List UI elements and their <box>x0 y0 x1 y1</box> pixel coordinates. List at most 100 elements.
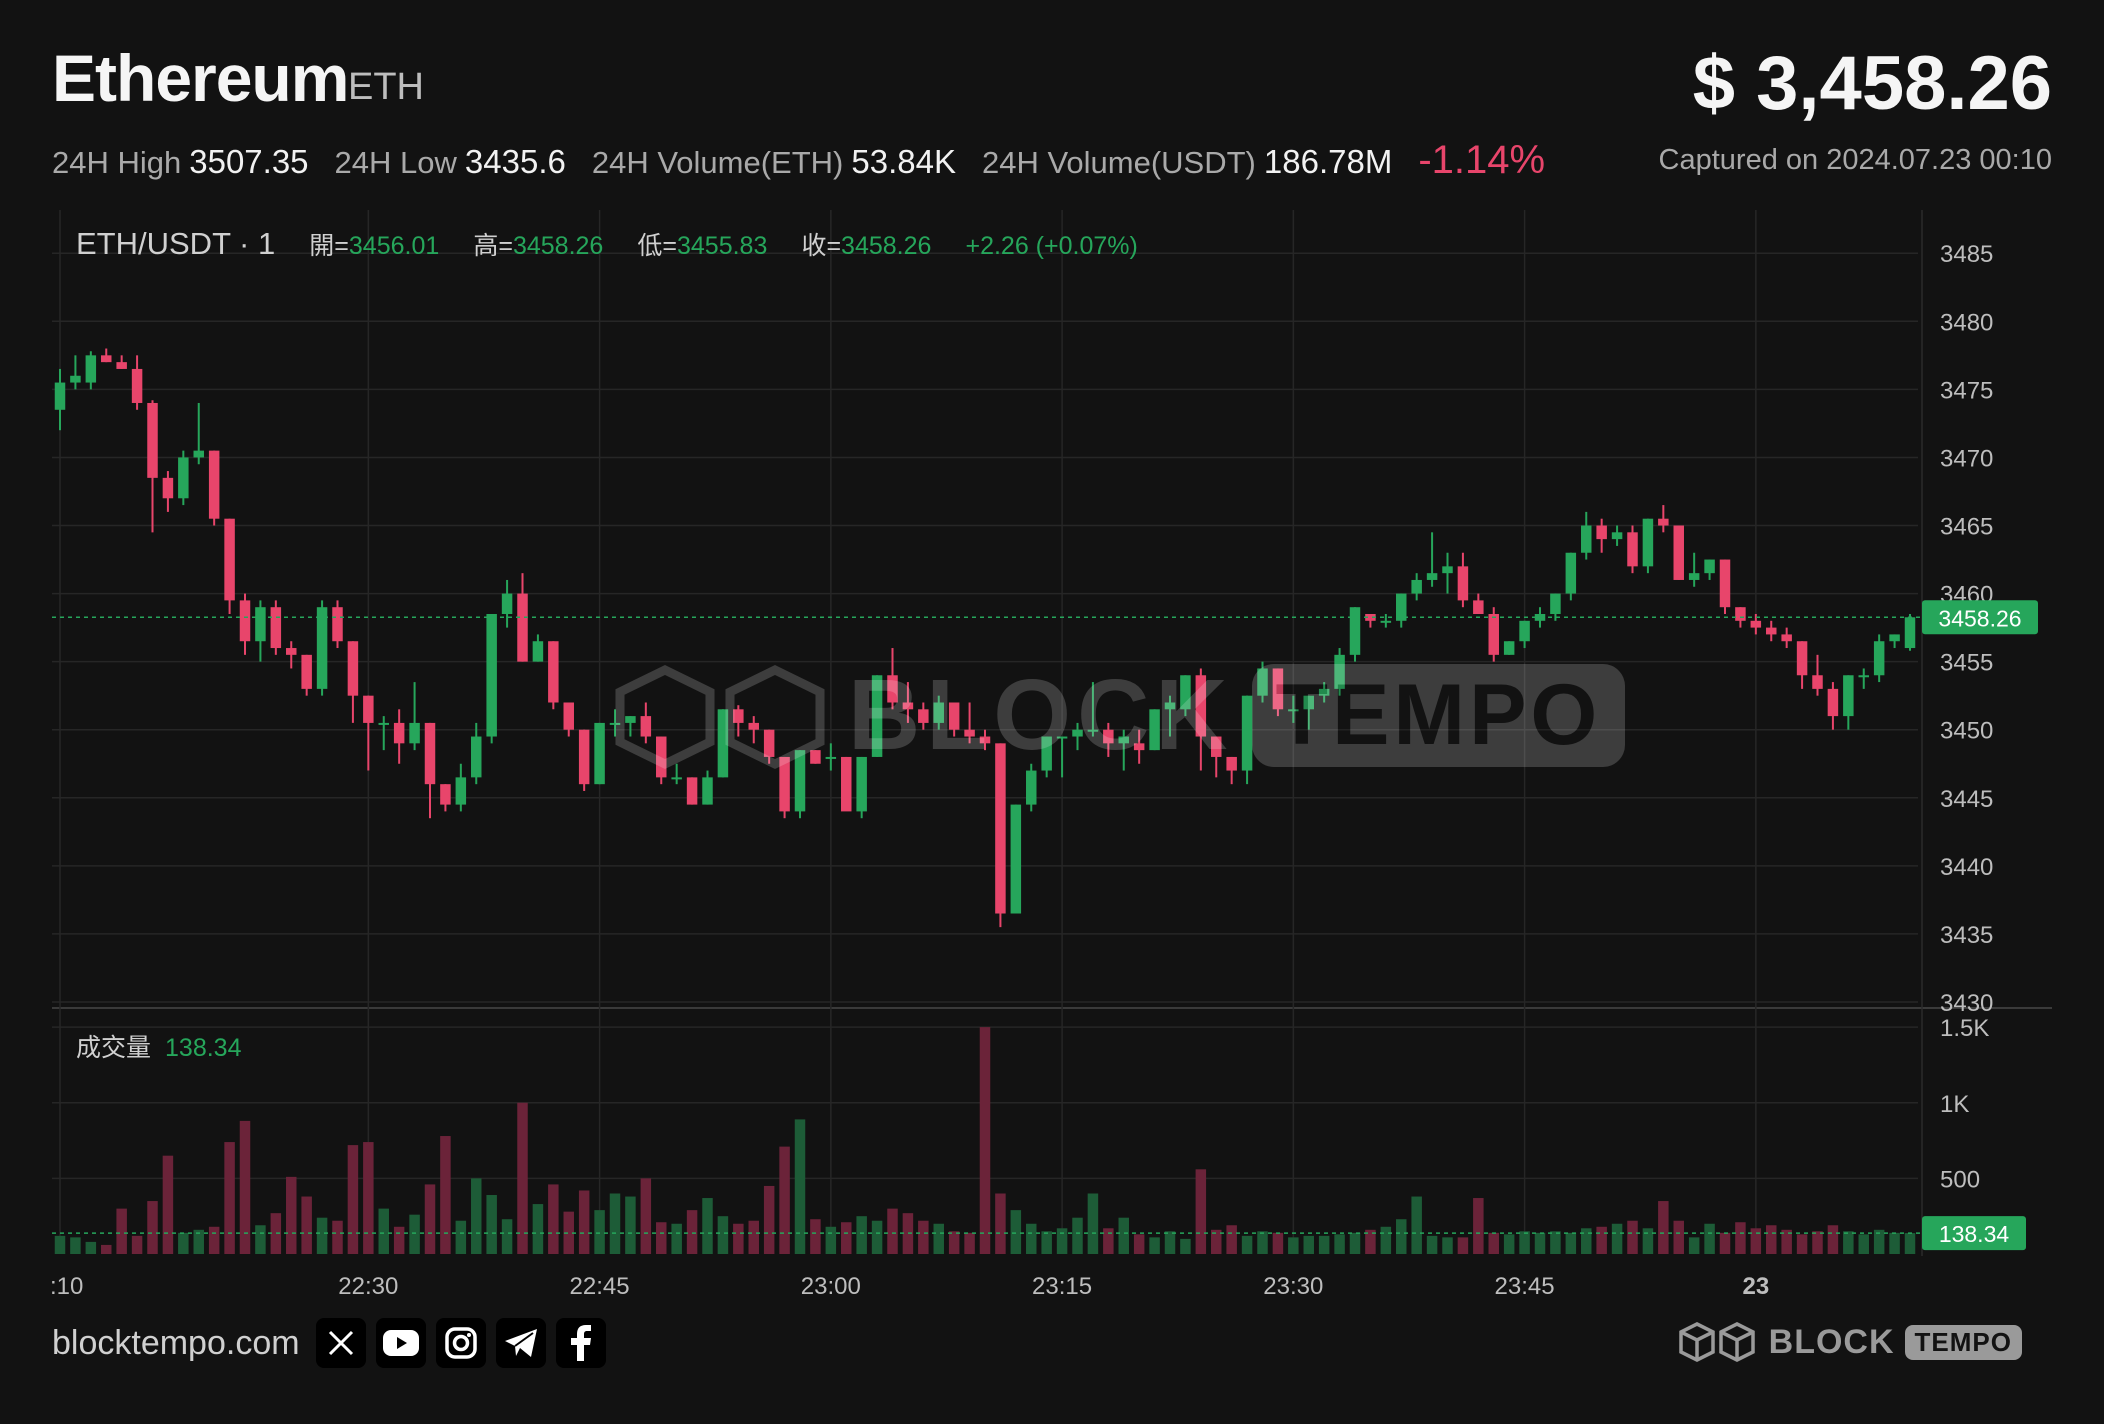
high-value: 3507.35 <box>189 143 309 180</box>
candle-body <box>1904 617 1916 649</box>
candle-body <box>1457 566 1469 601</box>
last-price-label: 3458.26 <box>1938 605 2021 631</box>
volume-bar <box>1087 1193 1099 1254</box>
time-tick-label: 23:15 <box>1032 1273 1092 1300</box>
volume-legend: 成交量 138.34 <box>76 1028 241 1064</box>
volume-bar <box>393 1226 405 1254</box>
candle-body <box>1164 702 1176 710</box>
volume-bar <box>471 1178 482 1254</box>
volume-bar <box>54 1235 66 1254</box>
volume-bar <box>902 1213 914 1254</box>
volume-bar <box>270 1213 282 1254</box>
volume-value: 138.34 <box>165 1034 242 1062</box>
youtube-icon[interactable] <box>376 1318 426 1368</box>
volume-bar <box>1812 1231 1823 1254</box>
candle-body <box>1812 675 1823 689</box>
candle-body <box>1010 804 1022 914</box>
price-tick-label: 3440 <box>1940 854 1993 881</box>
volume-bar <box>224 1142 235 1254</box>
price-tick-label: 3430 <box>1940 990 1993 1017</box>
volume-tick-label: 1K <box>1940 1091 1969 1118</box>
volume-bar <box>548 1184 559 1254</box>
volume-axis: 500 1K 1.5K <box>1940 1015 1989 1193</box>
volume-bar <box>131 1235 143 1254</box>
time-tick-label: 23:00 <box>801 1273 861 1300</box>
current-price: $ 3,458.26 <box>1692 41 2052 126</box>
volume-bar <box>1380 1226 1392 1254</box>
candle-body <box>1858 675 1869 678</box>
volume-bar <box>1118 1217 1129 1254</box>
legend-open-label: 開= <box>309 232 349 260</box>
volume-bar <box>1411 1196 1422 1254</box>
legend-pair: ETH/USDT · 1 <box>76 226 276 261</box>
candle-body <box>656 736 667 778</box>
volume-bar <box>532 1204 544 1254</box>
candle-body <box>733 709 744 723</box>
candle-body <box>424 722 436 785</box>
instagram-icon[interactable] <box>436 1318 486 1368</box>
volume-bar <box>702 1198 713 1254</box>
volume-bar <box>1565 1232 1577 1254</box>
volume-bar <box>1519 1231 1530 1254</box>
volume-bar <box>887 1208 898 1254</box>
candle-body <box>1056 736 1068 739</box>
candle-body <box>1488 614 1499 655</box>
facebook-icon[interactable] <box>556 1318 606 1368</box>
last-volume-label: 138.34 <box>1939 1221 2010 1247</box>
candle-body <box>995 743 1006 914</box>
volume-bar <box>517 1102 528 1254</box>
candle-body <box>748 722 759 730</box>
volume-bar <box>1596 1226 1607 1254</box>
volume-bar <box>733 1223 744 1254</box>
candle-body <box>887 675 898 703</box>
legend-open: 3456.01 <box>348 232 440 260</box>
volume-bar <box>455 1220 467 1254</box>
watermark-word: BLOCK <box>848 658 1234 771</box>
candle-body <box>563 702 574 730</box>
time-tick-label: 23:30 <box>1263 1273 1323 1300</box>
candle-body <box>1796 641 1808 676</box>
legend-low-label: 低= <box>637 232 677 260</box>
site-link[interactable]: blocktempo.com <box>52 1324 300 1362</box>
volume-bar <box>1858 1234 1869 1254</box>
candle-body <box>1041 736 1052 771</box>
volume-tick-label: 500 <box>1940 1166 1980 1193</box>
candle-body <box>779 756 790 812</box>
volume-bar <box>1257 1231 1268 1254</box>
brand-word: BLOCK <box>1768 1322 1895 1361</box>
last-price-badge <box>1922 600 2038 635</box>
volume-bar <box>964 1232 975 1254</box>
coin-symbol: ETH <box>348 66 424 108</box>
vol-usdt-value: 186.78M <box>1263 143 1393 180</box>
volume-bar <box>1318 1235 1330 1254</box>
telegram-icon[interactable] <box>496 1318 546 1368</box>
candle-body <box>1211 736 1222 757</box>
candle-body <box>301 654 312 689</box>
vol-usdt-label: 24H Volume(USDT) <box>981 145 1256 180</box>
price-tick-label: 3475 <box>1940 377 1993 404</box>
price-tick-label: 3485 <box>1940 241 1993 268</box>
candle-body <box>224 518 235 601</box>
candle-body <box>1411 579 1422 594</box>
volume-bar <box>1550 1231 1561 1254</box>
volume-bar <box>1688 1237 1700 1254</box>
volume-bar <box>1704 1223 1715 1254</box>
candle-body <box>609 722 621 725</box>
candle-body <box>409 722 420 744</box>
candle-body <box>841 756 852 812</box>
captured-time: Captured on 2024.07.23 00:10 <box>1658 144 2052 176</box>
candle-body <box>578 729 590 785</box>
candle-body <box>1565 552 1577 594</box>
volume-bar <box>918 1220 929 1254</box>
x-icon[interactable] <box>316 1318 366 1368</box>
low-value: 3435.6 <box>464 143 566 180</box>
candle-body <box>116 362 127 369</box>
volume-bar <box>208 1226 220 1254</box>
candle-body <box>1442 566 1453 574</box>
candle-body <box>1719 559 1731 608</box>
chart-grid <box>52 210 2052 1256</box>
volume-bar <box>1026 1223 1037 1254</box>
candle-body <box>1673 525 1684 580</box>
candle-body <box>902 702 914 710</box>
volume-bar <box>1796 1234 1808 1254</box>
